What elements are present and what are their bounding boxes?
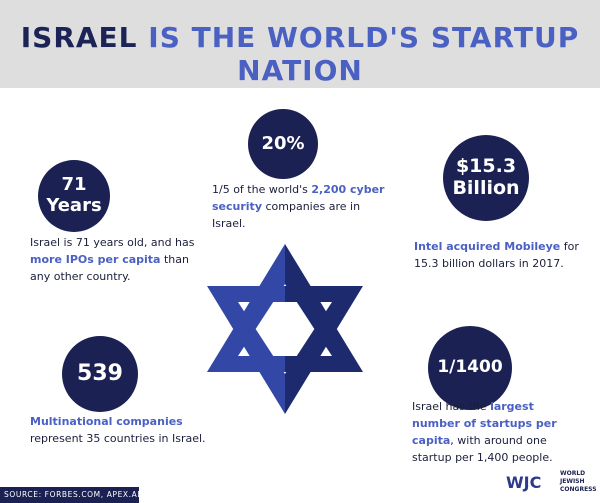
- stat-mobileye-amount: $15.3: [455, 155, 517, 178]
- stat-startups-highlight: largest number of startups per capita: [412, 400, 557, 447]
- header-banner: ISRAEL IS THE WORLD'S STARTUP NATION: [0, 0, 600, 88]
- stat-cyber-text: 1/5 of the world's 2,200 cyber security …: [212, 183, 385, 230]
- page-title: ISRAEL IS THE WORLD'S STARTUP NATION: [0, 21, 600, 87]
- stat-years-number: 71: [61, 174, 87, 196]
- source-label: SOURCE: FORBES.COM, APEX.AERO: [0, 487, 139, 503]
- title-part-rest: IS THE WORLD'S STARTUP NATION: [148, 21, 580, 87]
- star-of-david-icon: [207, 244, 363, 414]
- wjc-logo-mark: WJC: [506, 473, 542, 492]
- stat-mobileye-circle: $15.3 Billion: [443, 135, 529, 221]
- stat-startups-value: 1/1400: [437, 357, 503, 378]
- stat-cyber-value: 20%: [261, 132, 305, 154]
- stat-mobileye-text: Intel acquired Mobileye for 15.3 billion…: [414, 240, 579, 270]
- stat-mobileye-highlight: Intel acquired Mobileye: [414, 240, 561, 253]
- stat-years-highlight: more IPOs per capita: [30, 253, 161, 266]
- title-part-israel: ISRAEL: [20, 21, 138, 54]
- stat-years-circle: 71 Years: [38, 160, 110, 232]
- stat-multinational-highlight: Multinational companies: [30, 415, 183, 428]
- wjc-logo: WJC WORLD JEWISH CONGRESS: [506, 468, 597, 498]
- stat-mobileye-unit: Billion: [452, 177, 520, 199]
- stat-years-unit: Years: [46, 195, 102, 216]
- stat-years-text: Israel is 71 years old, and has more IPO…: [30, 236, 195, 283]
- stat-multinational-value: 539: [77, 361, 123, 387]
- stat-multinational-text: Multinational companies represent 35 cou…: [30, 415, 206, 445]
- stat-cyber-circle: 20%: [248, 109, 318, 179]
- wjc-logo-text: WORLD JEWISH CONGRESS: [560, 470, 597, 493]
- stat-multinational-circle: 539: [62, 336, 138, 412]
- stat-startups-circle: 1/1400: [428, 326, 512, 410]
- stat-startups-text: Israel has the largest number of startup…: [412, 400, 557, 464]
- stat-cyber-highlight: 2,200 cyber security: [212, 183, 385, 213]
